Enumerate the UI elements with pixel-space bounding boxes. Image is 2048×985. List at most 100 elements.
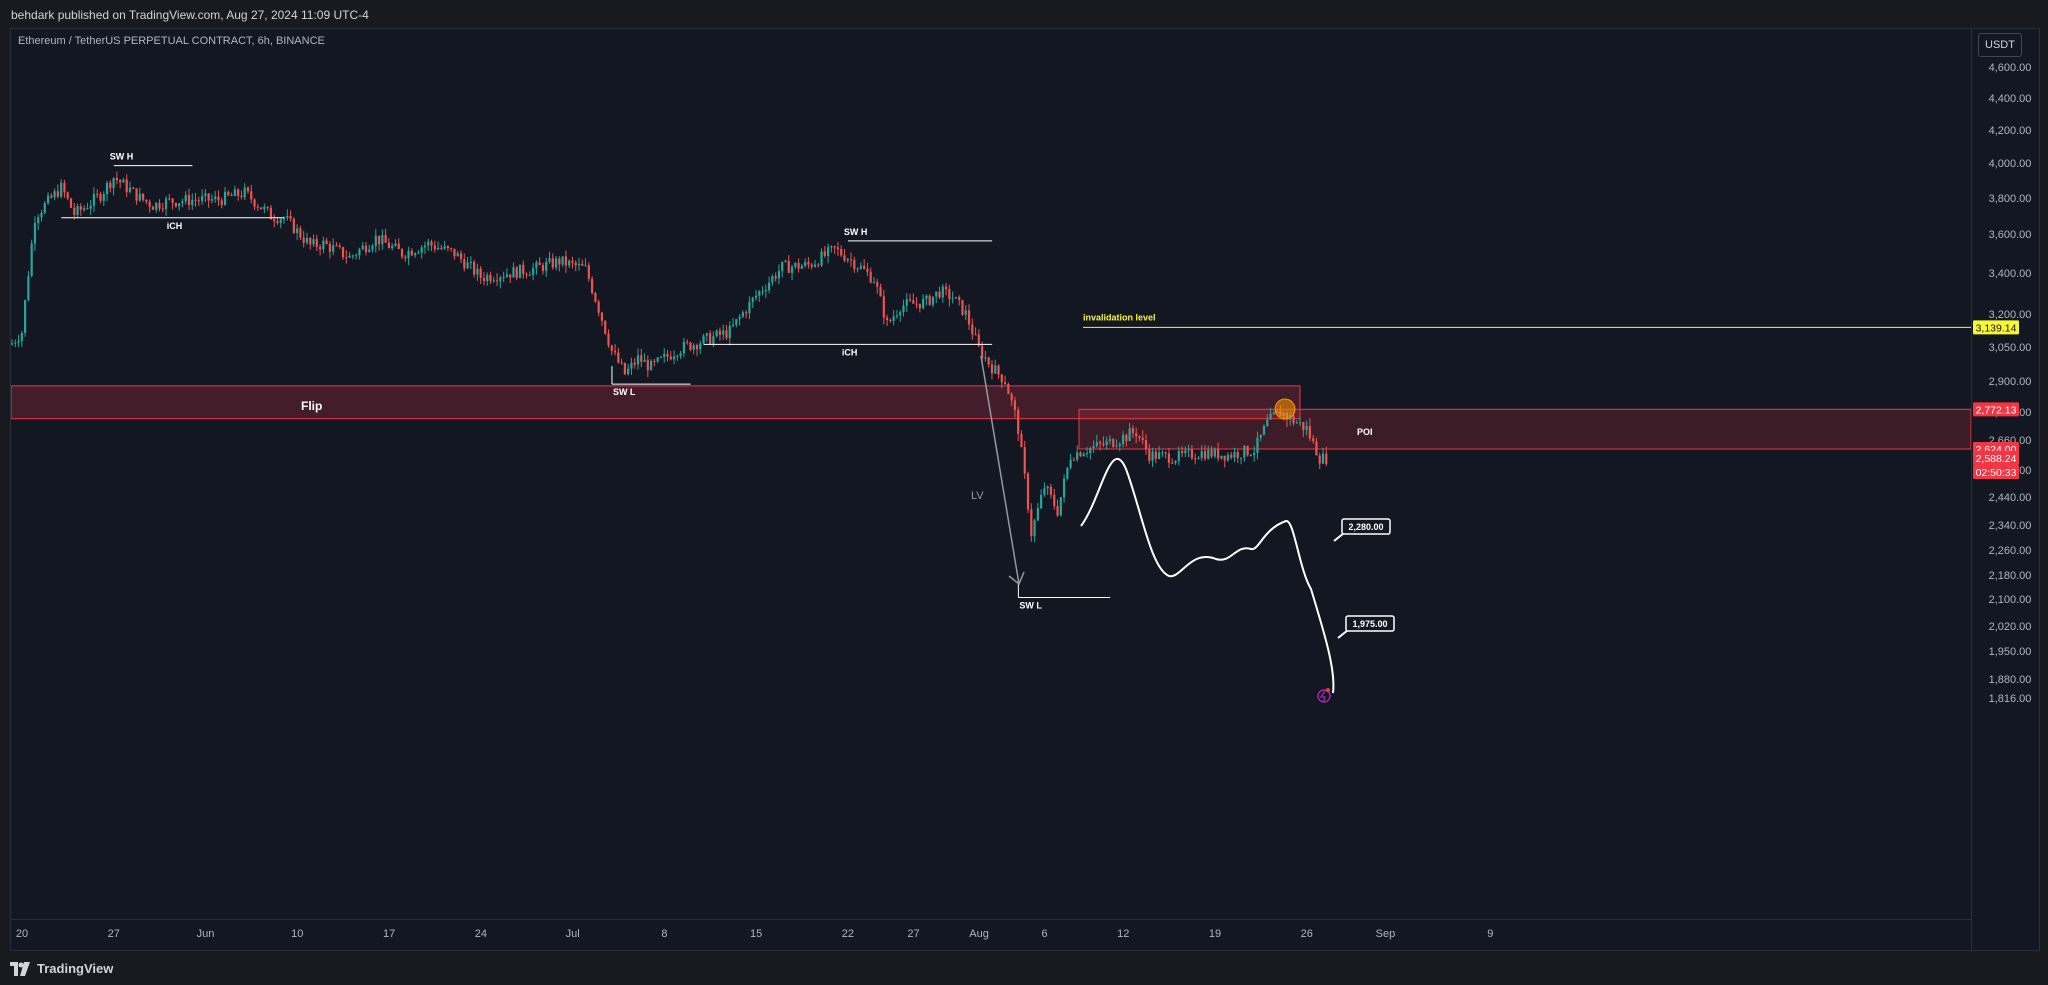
candle-body bbox=[125, 179, 128, 192]
candle-body bbox=[322, 240, 325, 250]
x-tick-label: 10 bbox=[291, 928, 303, 940]
flip-label: Flip bbox=[301, 399, 322, 413]
candle-body bbox=[935, 291, 938, 297]
candle-body bbox=[1128, 428, 1131, 442]
candle-body bbox=[856, 268, 859, 270]
candle-body bbox=[659, 356, 663, 358]
candle-body bbox=[1298, 422, 1302, 424]
target-1975-box bbox=[1345, 615, 1395, 632]
candle-body bbox=[1092, 446, 1095, 448]
candle-body bbox=[269, 207, 273, 220]
candle-body bbox=[1049, 486, 1053, 495]
candle-body bbox=[1197, 458, 1200, 460]
candle-body bbox=[214, 196, 217, 200]
candle-body bbox=[613, 350, 617, 353]
candle-body bbox=[168, 198, 171, 200]
candle-body bbox=[885, 317, 889, 321]
candle-body bbox=[410, 250, 413, 256]
candle-body bbox=[895, 315, 899, 317]
candle-body bbox=[178, 203, 181, 207]
candle-body bbox=[1040, 494, 1043, 509]
candle-body bbox=[944, 286, 948, 290]
candle-body bbox=[1056, 506, 1059, 516]
candle-body bbox=[607, 333, 610, 346]
candle-body bbox=[548, 258, 551, 262]
candle-body bbox=[197, 200, 200, 202]
candle-body bbox=[568, 260, 571, 266]
candle-body bbox=[863, 265, 866, 269]
candle-body bbox=[1115, 445, 1118, 447]
x-tick-label: Jun bbox=[197, 928, 215, 940]
candle-body bbox=[328, 243, 332, 252]
candle-body bbox=[1010, 393, 1013, 401]
candle-body bbox=[220, 200, 223, 205]
candle-body bbox=[951, 298, 954, 300]
candle-body bbox=[1269, 413, 1272, 420]
candle-body bbox=[833, 246, 836, 248]
candle-body bbox=[96, 193, 99, 195]
candle-body bbox=[509, 274, 512, 278]
level-label: SW H bbox=[110, 152, 133, 162]
candle-body bbox=[486, 274, 489, 282]
candle-body bbox=[650, 361, 653, 371]
symbol-description[interactable]: Ethereum / TetherUS PERPETUAL CONTRACT, … bbox=[18, 35, 325, 47]
candle-body bbox=[325, 240, 328, 244]
candle-body bbox=[1315, 441, 1318, 456]
candle-body bbox=[492, 280, 495, 282]
candle-body bbox=[1223, 455, 1226, 461]
candle-body bbox=[200, 196, 204, 201]
y-tick-label: 3,050.00 bbox=[1989, 342, 2032, 354]
candle-body bbox=[318, 246, 322, 250]
candle-body bbox=[266, 206, 269, 208]
candle-body bbox=[905, 299, 908, 306]
candle-body bbox=[361, 245, 364, 250]
x-tick-label: 15 bbox=[750, 928, 762, 940]
chart-plot[interactable]: SW H iCH SW H iCH SW L SW L invalidation level… bbox=[11, 29, 2041, 952]
candle-body bbox=[636, 355, 640, 365]
candle-body bbox=[1151, 451, 1154, 461]
candle-body bbox=[633, 362, 636, 365]
candle-body bbox=[1203, 451, 1207, 459]
candle-body bbox=[443, 246, 446, 249]
candle-body bbox=[784, 260, 787, 262]
candle-body bbox=[836, 247, 840, 250]
tradingview-logo[interactable]: TradingView bbox=[10, 961, 113, 976]
candle-body bbox=[630, 362, 633, 369]
candle-body bbox=[394, 243, 397, 246]
candle-body bbox=[1292, 415, 1295, 424]
candle-body bbox=[1076, 452, 1079, 460]
x-tick-label: Aug bbox=[969, 928, 989, 940]
candle-body bbox=[1233, 452, 1236, 458]
candle-body bbox=[718, 330, 722, 335]
candle-body bbox=[397, 243, 400, 250]
candle-body bbox=[699, 343, 702, 350]
candle-body bbox=[889, 320, 892, 322]
y-tick-label: 1,950.00 bbox=[1989, 646, 2032, 658]
chart-frame[interactable]: SW H iCH SW H iCH SW L SW L invalidation level… bbox=[10, 28, 2041, 952]
candle-body bbox=[1102, 443, 1105, 445]
price-axis-divider bbox=[1971, 29, 1972, 952]
candle-body bbox=[899, 312, 902, 316]
candle-body bbox=[479, 268, 482, 279]
candle-body bbox=[1135, 433, 1138, 437]
candle-body bbox=[1154, 451, 1157, 459]
candle-body bbox=[253, 199, 256, 207]
candle-body bbox=[296, 228, 299, 233]
candle-body bbox=[725, 330, 728, 339]
candle-body bbox=[515, 267, 518, 278]
candle-body bbox=[990, 364, 994, 374]
candle-body bbox=[807, 262, 810, 265]
candle-body bbox=[987, 357, 990, 365]
lv-arrow-head bbox=[1008, 571, 1025, 586]
candle-body bbox=[741, 312, 744, 317]
candle-body bbox=[476, 268, 479, 275]
lv-arrow-shaft bbox=[980, 355, 1020, 585]
candle-body bbox=[1305, 425, 1308, 431]
candle-body bbox=[282, 217, 286, 220]
candle-body bbox=[689, 342, 692, 350]
candle-body bbox=[984, 357, 987, 359]
candle-body bbox=[787, 260, 790, 273]
candle-body bbox=[541, 265, 545, 271]
candle-body bbox=[358, 249, 361, 256]
currency-button[interactable]: USDT bbox=[1978, 33, 2022, 57]
